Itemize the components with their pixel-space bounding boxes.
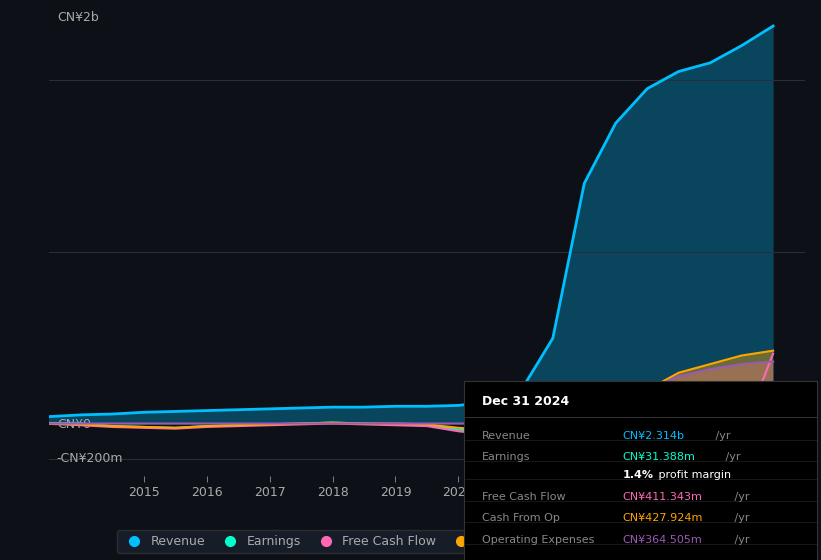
Text: Operating Expenses: Operating Expenses xyxy=(481,535,594,545)
Text: CN¥0: CN¥0 xyxy=(57,418,91,431)
Text: CN¥2b: CN¥2b xyxy=(57,11,99,24)
Text: profit margin: profit margin xyxy=(654,470,731,480)
Text: CN¥31.388m: CN¥31.388m xyxy=(622,452,695,463)
Text: Cash From Op: Cash From Op xyxy=(481,514,559,524)
Text: -CN¥200m: -CN¥200m xyxy=(57,452,123,465)
Text: /yr: /yr xyxy=(732,492,750,502)
Text: CN¥411.343m: CN¥411.343m xyxy=(622,492,703,502)
Text: CN¥364.505m: CN¥364.505m xyxy=(622,535,703,545)
Text: CN¥427.924m: CN¥427.924m xyxy=(622,514,703,524)
Legend: Revenue, Earnings, Free Cash Flow, Cash From Op, Operating Expenses: Revenue, Earnings, Free Cash Flow, Cash … xyxy=(117,530,737,553)
Text: Dec 31 2024: Dec 31 2024 xyxy=(481,395,569,408)
Text: CN¥2.314b: CN¥2.314b xyxy=(622,431,685,441)
Text: /yr: /yr xyxy=(732,535,750,545)
Text: Free Cash Flow: Free Cash Flow xyxy=(481,492,565,502)
Text: /yr: /yr xyxy=(712,431,730,441)
Text: Revenue: Revenue xyxy=(481,431,530,441)
Text: /yr: /yr xyxy=(722,452,740,463)
Text: Earnings: Earnings xyxy=(481,452,530,463)
Text: /yr: /yr xyxy=(732,514,750,524)
Text: 1.4%: 1.4% xyxy=(622,470,654,480)
